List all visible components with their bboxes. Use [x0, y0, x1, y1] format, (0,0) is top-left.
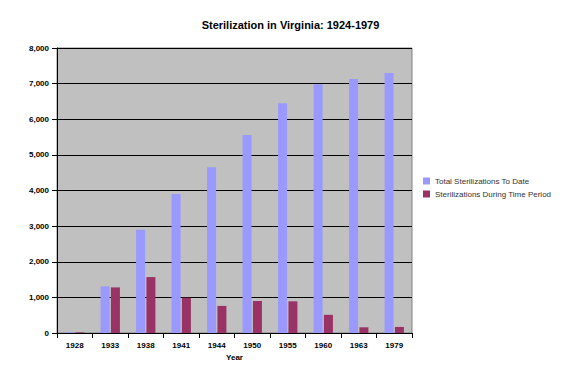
- svg-text:1944: 1944: [208, 341, 226, 350]
- svg-text:1960: 1960: [314, 341, 332, 350]
- svg-text:1979: 1979: [385, 341, 403, 350]
- svg-text:1928: 1928: [66, 341, 84, 350]
- svg-text:1955: 1955: [279, 341, 297, 350]
- svg-text:3,000: 3,000: [29, 222, 50, 231]
- svg-text:6,000: 6,000: [29, 115, 50, 124]
- svg-text:1963: 1963: [350, 341, 368, 350]
- svg-text:2,000: 2,000: [29, 257, 50, 266]
- svg-text:5,000: 5,000: [29, 150, 50, 159]
- svg-text:Total Sterilizations To Date: Total Sterilizations To Date: [435, 177, 530, 186]
- svg-text:Sterilizations During Time Per: Sterilizations During Time Period: [435, 190, 551, 199]
- svg-text:1,000: 1,000: [29, 293, 50, 302]
- svg-text:Year: Year: [226, 353, 243, 362]
- svg-text:1933: 1933: [101, 341, 119, 350]
- svg-text:1938: 1938: [137, 341, 155, 350]
- svg-text:Sterilization in Virginia: 192: Sterilization in Virginia: 1924-1979: [202, 19, 380, 31]
- svg-text:1941: 1941: [172, 341, 190, 350]
- svg-text:8,000: 8,000: [29, 44, 50, 53]
- svg-text:1950: 1950: [243, 341, 261, 350]
- svg-text:0: 0: [45, 329, 50, 338]
- svg-text:7,000: 7,000: [29, 79, 50, 88]
- svg-text:4,000: 4,000: [29, 186, 50, 195]
